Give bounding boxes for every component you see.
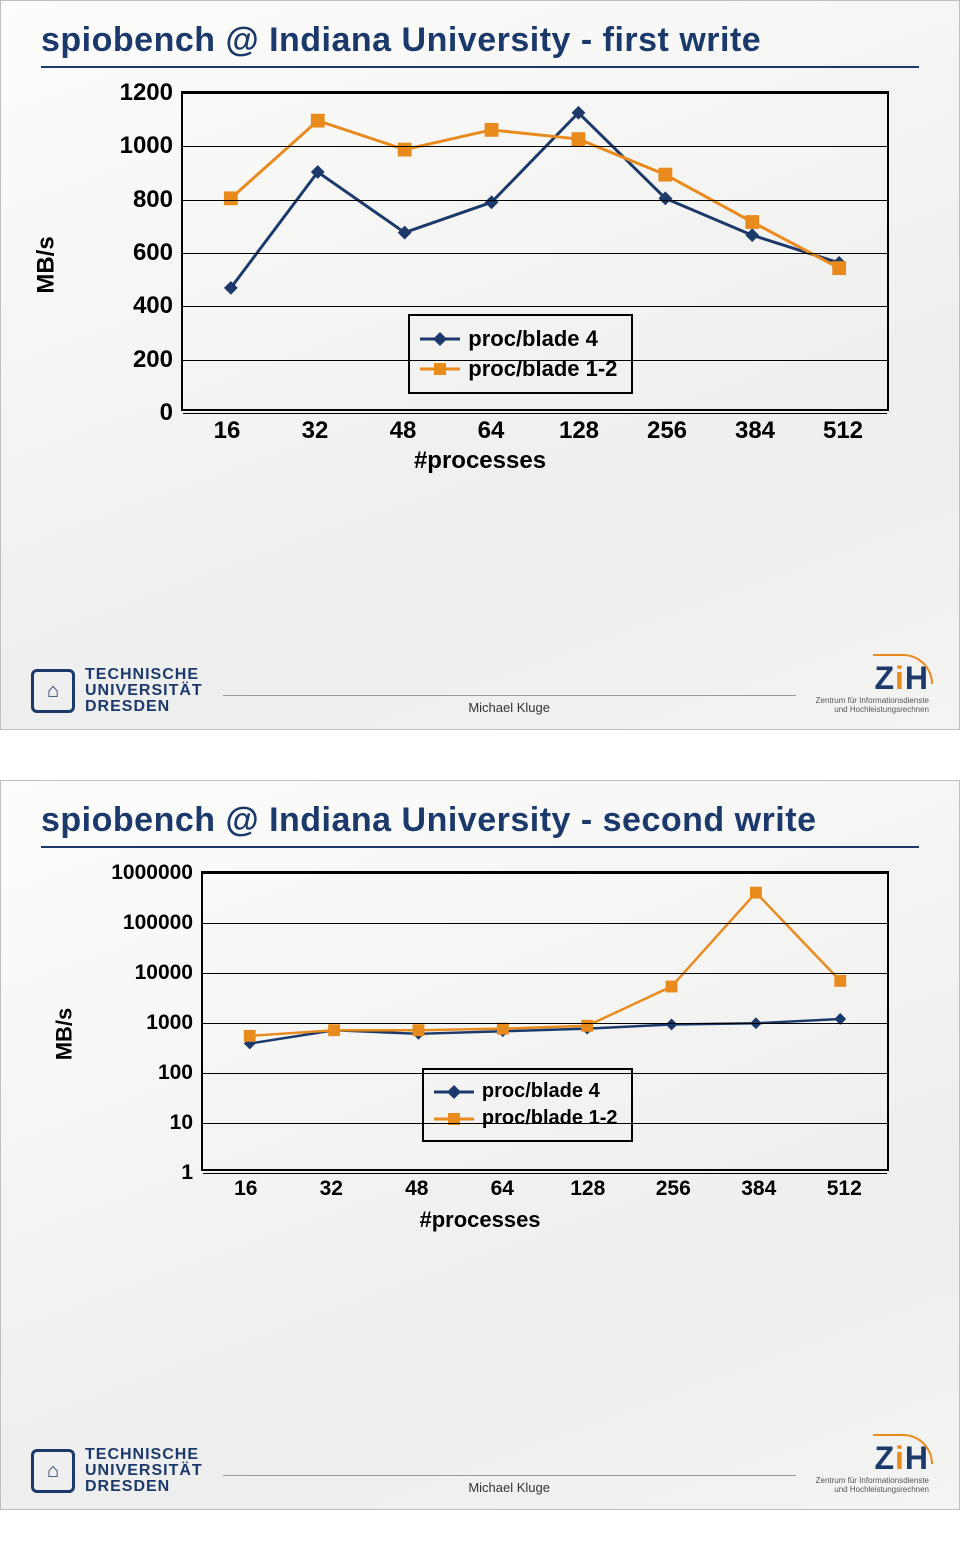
x-tick: 512	[827, 1169, 862, 1201]
x-axis-label: #processes	[71, 447, 889, 475]
x-tick: 64	[491, 1169, 514, 1201]
x-tick: 16	[234, 1169, 257, 1201]
y-tick: 400	[133, 292, 183, 320]
x-tick: 48	[405, 1169, 428, 1201]
legend-label: proc/blade 4	[482, 1080, 600, 1103]
tu-glyph-icon: ⌂	[31, 669, 75, 713]
zih-main-text: ZiH	[816, 1440, 929, 1477]
zih-arc-icon	[873, 1434, 933, 1464]
zih-subtitle: Zentrum für Informationsdiensteund Hochl…	[816, 1477, 929, 1495]
zih-main-text: ZiH	[816, 660, 929, 697]
tu-text: TECHNISCHEUNIVERSITÄTDRESDEN	[85, 1447, 203, 1495]
x-tick: 32	[320, 1169, 343, 1201]
x-tick: 384	[735, 409, 775, 445]
tu-text: TECHNISCHEUNIVERSITÄTDRESDEN	[85, 667, 203, 715]
y-axis-label: MB/s	[33, 236, 61, 293]
author-name: Michael Kluge	[223, 1475, 796, 1495]
x-tick: 128	[559, 409, 599, 445]
slide-title: spiobench @ Indiana University - second …	[41, 801, 919, 848]
x-tick: 64	[478, 409, 505, 445]
zih-arc-icon	[873, 654, 933, 684]
legend-label: proc/blade 4	[468, 326, 598, 352]
slide-title: spiobench @ Indiana University - first w…	[41, 21, 919, 68]
y-tick: 0	[160, 399, 183, 427]
y-tick: 1000	[120, 132, 183, 160]
zih-logo: ZiH Zentrum für Informationsdiensteund H…	[816, 1440, 929, 1495]
zih-subtitle: Zentrum für Informationsdiensteund Hochl…	[816, 697, 929, 715]
author-name: Michael Kluge	[223, 695, 796, 715]
legend-1: proc/blade 4proc/blade 1-2	[408, 314, 633, 394]
slide-second-write: spiobench @ Indiana University - second …	[0, 780, 960, 1510]
y-tick: 100000	[123, 911, 203, 935]
chart-1: MB/s proc/blade 4proc/blade 1-2 02004006…	[71, 91, 889, 475]
legend-2: proc/blade 4 proc/blade 1-2	[422, 1068, 634, 1142]
x-tick: 256	[656, 1169, 691, 1201]
y-tick: 10000	[135, 961, 203, 985]
x-tick: 48	[390, 409, 417, 445]
legend-item: proc/blade 4	[420, 326, 617, 352]
chart-2: MB/s proc/blade 4proc/blade 1-2 11010010…	[71, 871, 889, 1233]
x-tick: 384	[741, 1169, 776, 1201]
legend-label: proc/blade 1-2	[482, 1107, 618, 1130]
zih-logo: ZiH Zentrum für Informationsdiensteund H…	[816, 660, 929, 715]
y-tick: 200	[133, 346, 183, 374]
x-tick: 32	[302, 409, 329, 445]
x-tick: 128	[570, 1169, 605, 1201]
slide-first-write: spiobench @ Indiana University - first w…	[0, 0, 960, 730]
slide-footer: ⌂ TECHNISCHEUNIVERSITÄTDRESDEN Michael K…	[31, 660, 929, 715]
y-tick: 1000000	[111, 861, 203, 885]
tu-dresden-logo: ⌂ TECHNISCHEUNIVERSITÄTDRESDEN	[31, 1447, 203, 1495]
x-tick: 256	[647, 409, 687, 445]
y-tick: 10	[170, 1111, 203, 1135]
y-tick: 600	[133, 239, 183, 267]
tu-dresden-logo: ⌂ TECHNISCHEUNIVERSITÄTDRESDEN	[31, 667, 203, 715]
y-tick: 800	[133, 186, 183, 214]
plot-area-2: MB/s proc/blade 4proc/blade 1-2 11010010…	[201, 871, 889, 1171]
x-tick: 512	[823, 409, 863, 445]
y-tick: 100	[158, 1061, 203, 1085]
slide-footer: ⌂ TECHNISCHEUNIVERSITÄTDRESDEN Michael K…	[31, 1440, 929, 1495]
tu-glyph-icon: ⌂	[31, 1449, 75, 1493]
y-tick: 1200	[120, 79, 183, 107]
y-tick: 1	[181, 1161, 203, 1185]
legend-item: proc/blade 4	[434, 1080, 618, 1103]
x-tick: 16	[214, 409, 241, 445]
legend-item: proc/blade 1-2	[434, 1107, 618, 1130]
x-axis-label: #processes	[71, 1207, 889, 1233]
plot-area-1: MB/s proc/blade 4proc/blade 1-2 02004006…	[181, 91, 889, 411]
y-axis-label: MB/s	[51, 1008, 77, 1061]
y-tick: 1000	[146, 1011, 203, 1035]
